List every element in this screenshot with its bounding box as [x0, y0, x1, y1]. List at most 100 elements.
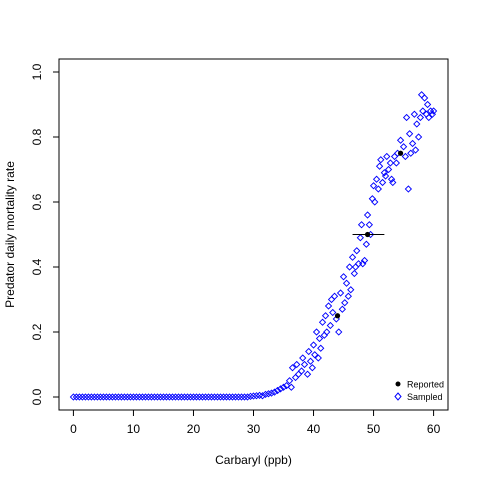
sampled-point: [329, 308, 337, 317]
sampled-point: [120, 393, 129, 401]
sampled-point: [350, 269, 358, 278]
x-tick-label: 0: [70, 422, 77, 436]
reported-point: [334, 313, 341, 319]
sampled-point: [384, 165, 393, 174]
y-tick-label: 0.0: [30, 388, 44, 405]
sampled-point: [231, 393, 240, 401]
sampled-point: [318, 318, 327, 326]
sampled-point: [416, 113, 425, 122]
sampled-point: [330, 292, 339, 300]
sampled-point: [114, 393, 123, 401]
sampled-point: [183, 393, 192, 401]
sampled-point: [372, 175, 381, 183]
sampled-point: [299, 354, 307, 362]
y-tick-label: 0.6: [30, 193, 44, 210]
sampled-point: [147, 393, 156, 401]
sampled-point: [210, 393, 219, 401]
sampled-point: [165, 393, 174, 401]
sampled-point: [327, 295, 336, 304]
sampled-point: [195, 393, 204, 401]
sampled-point: [177, 393, 186, 401]
y-tick-label: 0.2: [30, 323, 44, 340]
sampled-point: [249, 392, 258, 400]
sampled-point: [270, 388, 279, 396]
sampled-point: [102, 393, 111, 401]
x-tick-label: 30: [247, 422, 261, 436]
sampled-point: [264, 390, 273, 398]
sampled-point: [273, 386, 282, 395]
sampled-point: [129, 393, 138, 401]
sampled-point: [356, 234, 364, 242]
sampled-point: [228, 393, 237, 401]
sampled-point: [336, 289, 345, 297]
sampled-point: [425, 113, 433, 122]
y-tick-label: 0.4: [30, 258, 44, 275]
sampled-point: [357, 221, 366, 229]
sampled-point: [410, 110, 419, 118]
sampled-point: [341, 299, 349, 307]
sampled-point: [411, 146, 420, 154]
sampled-point: [311, 351, 319, 359]
sampled-point: [383, 152, 391, 161]
sampled-point: [201, 393, 210, 401]
sampled-point: [186, 393, 195, 401]
sampled-point: [420, 94, 429, 102]
sampled-point: [78, 393, 87, 401]
sampled-point: [75, 393, 84, 401]
legend: Reported Sampled: [394, 380, 444, 402]
x-axis: 0 10 20 30 40 50 60: [70, 409, 441, 436]
sampled-point: [390, 152, 399, 161]
x-tick-label: 10: [127, 422, 141, 436]
sampled-point: [81, 393, 90, 401]
sampled-point: [189, 393, 198, 401]
sampled-point: [240, 393, 249, 401]
sampled-point: [351, 263, 360, 271]
sampled-point: [300, 360, 309, 369]
sampled-point: [317, 344, 325, 352]
sampled-point: [363, 211, 372, 219]
x-tick-label: 40: [307, 422, 321, 436]
sampled-point: [282, 381, 291, 390]
legend-sampled-marker: [394, 392, 402, 401]
sampled-point: [153, 393, 162, 401]
sampled-point: [117, 393, 126, 401]
sampled-point: [309, 341, 318, 349]
sampled-point: [72, 393, 81, 401]
sampled-point: [347, 286, 355, 294]
sampled-point: [386, 159, 395, 167]
y-tick-label: 1.0: [30, 63, 44, 80]
sampled-point: [407, 149, 415, 157]
sampled-point: [213, 393, 222, 401]
sampled-point: [234, 393, 243, 401]
sampled-point: [344, 292, 352, 300]
sampled-point: [342, 279, 351, 287]
sampled-point: [345, 263, 354, 271]
x-tick-label: 50: [367, 422, 381, 436]
sampled-point: [402, 113, 411, 122]
sampled-point: [429, 107, 438, 115]
sampled-point: [404, 185, 413, 193]
sampled-point: [362, 240, 370, 248]
sampled-point: [380, 169, 389, 177]
sampled-point: [303, 370, 312, 378]
y-axis: 0.0 0.2 0.4 0.6 0.8 1.0: [30, 63, 60, 405]
legend-sampled-label: Sampled: [407, 392, 443, 402]
sampled-point: [354, 260, 363, 268]
sampled-point: [389, 178, 397, 187]
sampled-point: [405, 130, 414, 138]
sampled-point: [396, 136, 405, 144]
sampled-point: [375, 162, 384, 170]
sampled-point: [315, 334, 324, 343]
sampled-point: [374, 185, 383, 193]
sampled-point: [219, 393, 228, 401]
sampled-point: [414, 133, 423, 141]
sampled-point: [144, 393, 153, 401]
sampled-point: [237, 393, 246, 401]
sampled-point: [243, 393, 252, 401]
y-axis-label: Predator daily mortality rate: [3, 161, 17, 308]
sampled-point: [207, 393, 216, 401]
sampled-point: [381, 172, 390, 180]
sampled-point: [371, 198, 379, 206]
sampled-point: [123, 393, 132, 401]
